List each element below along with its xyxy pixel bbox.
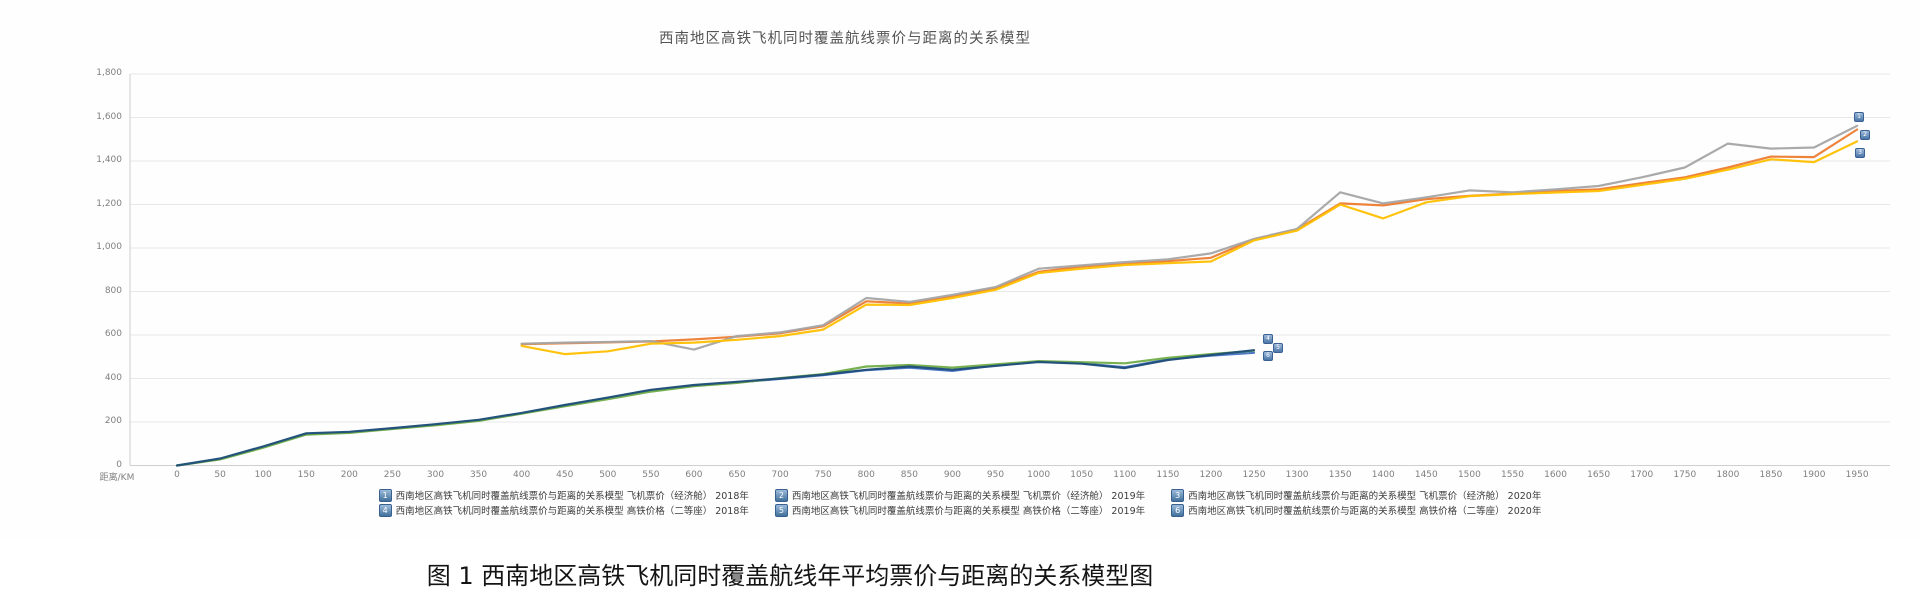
legend-item: 2 西南地区高铁飞机同时覆盖航线票价与距离的关系模型 飞机票价（经济舱） 2019… [774, 488, 1146, 502]
chart-canvas [129, 73, 1890, 467]
legend-label: 西南地区高铁飞机同时覆盖航线票价与距离的关系模型 高铁价格（二等座） 2019年 [791, 506, 1146, 517]
x-axis-title: 距离/KM [99, 473, 135, 483]
x-tick-label: 350 [469, 470, 488, 480]
chart-title: 西南地区高铁飞机同时覆盖航线票价与距离的关系模型 [659, 31, 1031, 47]
x-tick-label: 750 [814, 470, 832, 480]
series-end-label-5: 5 [1273, 343, 1283, 353]
legend-label: 西南地区高铁飞机同时覆盖航线票价与距离的关系模型 高铁价格（二等座） 2020年 [1188, 506, 1542, 517]
x-tick-label: 1000 [1027, 470, 1051, 480]
series-line-1 [520, 128, 1859, 346]
legend-label: 西南地区高铁飞机同时覆盖航线票价与距离的关系模型 高铁价格（二等座） 2018年 [395, 506, 749, 517]
legend-number-badge: 4 [378, 503, 392, 517]
x-tick-label: 650 [728, 470, 746, 480]
x-tick-label: 1800 [1716, 470, 1740, 480]
x-tick-label: 1500 [1457, 470, 1481, 480]
x-tick-label: 1450 [1414, 470, 1438, 480]
x-tick-label: 1300 [1285, 470, 1309, 480]
legend-number-badge: 5 [774, 503, 788, 517]
x-tick-label: 1650 [1587, 470, 1611, 480]
legend-label: 西南地区高铁飞机同时覆盖航线票价与距离的关系模型 飞机票价（经济舱） 2020年 [1188, 491, 1542, 502]
x-tick-label: 600 [685, 470, 703, 480]
legend-item: 3 西南地区高铁飞机同时覆盖航线票价与距离的关系模型 飞机票价（经济舱） 2020… [1171, 488, 1541, 502]
x-tick-label: 1100 [1113, 470, 1137, 480]
y-tick-label: 800 [104, 285, 122, 296]
x-tick-label: 200 [340, 470, 358, 480]
series-line-4 [175, 351, 1256, 467]
series-end-label-4: 4 [1263, 334, 1273, 344]
y-tick-label: 400 [104, 372, 122, 383]
x-tick-label: 1050 [1070, 470, 1094, 480]
legend-item: 4 西南地区高铁飞机同时覆盖航线票价与距离的关系模型 高铁价格（二等座） 2018… [378, 503, 749, 517]
x-tick-label: 1150 [1156, 470, 1180, 480]
legend-item: 1 西南地区高铁飞机同时覆盖航线票价与距离的关系模型 飞机票价（经济舱） 2018… [378, 488, 749, 502]
x-tick-label: 1600 [1544, 470, 1567, 480]
y-tick-label: 600 [104, 329, 122, 339]
x-tick-label: 1250 [1242, 470, 1266, 480]
x-tick-label: 550 [642, 470, 660, 480]
legend: 1 西南地区高铁飞机同时覆盖航线票价与距离的关系模型 飞机票价（经济舱） 2018… [0, 488, 1920, 518]
legend-item: 5 西南地区高铁飞机同时覆盖航线票价与距离的关系模型 高铁价格（二等座） 2019… [774, 503, 1146, 517]
series-line-3 [520, 140, 1859, 356]
x-tick-label: 700 [771, 470, 789, 480]
legend-label: 西南地区高铁飞机同时覆盖航线票价与距离的关系模型 飞机票价（经济舱） 2018年 [395, 491, 749, 502]
series-line-2 [520, 124, 1859, 351]
legend-number-badge: 6 [1171, 503, 1185, 517]
x-tick-label: 100 [254, 470, 272, 480]
x-tick-label: 1900 [1802, 470, 1826, 480]
legend-number-badge: 3 [1171, 488, 1185, 502]
x-tick-label: 950 [986, 470, 1005, 480]
legend-item: 6 西南地区高铁飞机同时覆盖航线票价与距离的关系模型 高铁价格（二等座） 2020… [1171, 503, 1541, 517]
y-tick-label: 1,000 [96, 242, 122, 252]
x-tick-label: 1400 [1371, 470, 1395, 480]
legend-label: 西南地区高铁飞机同时覆盖航线票价与距离的关系模型 飞机票价（经济舱） 2019年 [791, 491, 1146, 502]
x-tick-label: 300 [426, 470, 445, 480]
x-tick-label: 250 [383, 470, 401, 480]
y-tick-label: 1,400 [96, 155, 122, 165]
figure-caption: 图 1 西南地区高铁飞机同时覆盖航线年平均票价与距离的关系模型图 [426, 562, 1154, 590]
x-tick-label: 1950 [1845, 470, 1869, 480]
x-tick-label: 850 [900, 470, 918, 480]
x-tick-label: 1750 [1673, 470, 1697, 480]
series-end-label-6: 6 [1263, 351, 1273, 361]
y-tick-label: 0 [116, 459, 122, 470]
x-tick-label: 900 [943, 470, 962, 480]
series-line-6 [175, 349, 1256, 467]
series-end-label-3: 3 [1855, 148, 1865, 158]
x-tick-label: 1700 [1630, 470, 1654, 480]
x-tick-label: 400 [513, 470, 531, 480]
x-tick-label: 450 [556, 470, 574, 480]
x-tick-label: 0 [174, 470, 180, 480]
y-tick-label: 1,800 [96, 68, 122, 78]
series-line-5 [175, 349, 1256, 467]
x-tick-label: 150 [297, 470, 315, 480]
legend-number-badge: 1 [378, 488, 392, 502]
y-tick-label: 200 [104, 416, 122, 426]
series-end-label-2: 2 [1860, 130, 1870, 140]
x-tick-label: 50 [214, 470, 226, 480]
series-end-label-1: 1 [1854, 112, 1864, 122]
x-tick-label: 1550 [1501, 470, 1524, 480]
x-tick-label: 1350 [1328, 470, 1352, 480]
legend-row: 1 西南地区高铁飞机同时覆盖航线票价与距离的关系模型 飞机票价（经济舱） 2018… [0, 488, 1920, 502]
x-tick-label: 1200 [1199, 470, 1223, 480]
x-tick-label: 800 [857, 470, 875, 480]
x-tick-label: 500 [599, 470, 617, 480]
y-tick-label: 1,200 [96, 198, 122, 209]
chart-panel: 西南地区高铁飞机同时覆盖航线票价与距离的关系模型 0 200 400 600 800 1,… [0, 31, 1920, 518]
legend-number-badge: 2 [774, 488, 788, 502]
y-tick-label: 1,600 [96, 111, 122, 122]
legend-row: 4 西南地区高铁飞机同时覆盖航线票价与距离的关系模型 高铁价格（二等座） 2018… [0, 503, 1920, 517]
x-tick-label: 1850 [1759, 470, 1783, 480]
plot-area: 0 200 400 600 800 1,000 1,200 1,400 1,600 1,800 距离… [96, 68, 1890, 483]
